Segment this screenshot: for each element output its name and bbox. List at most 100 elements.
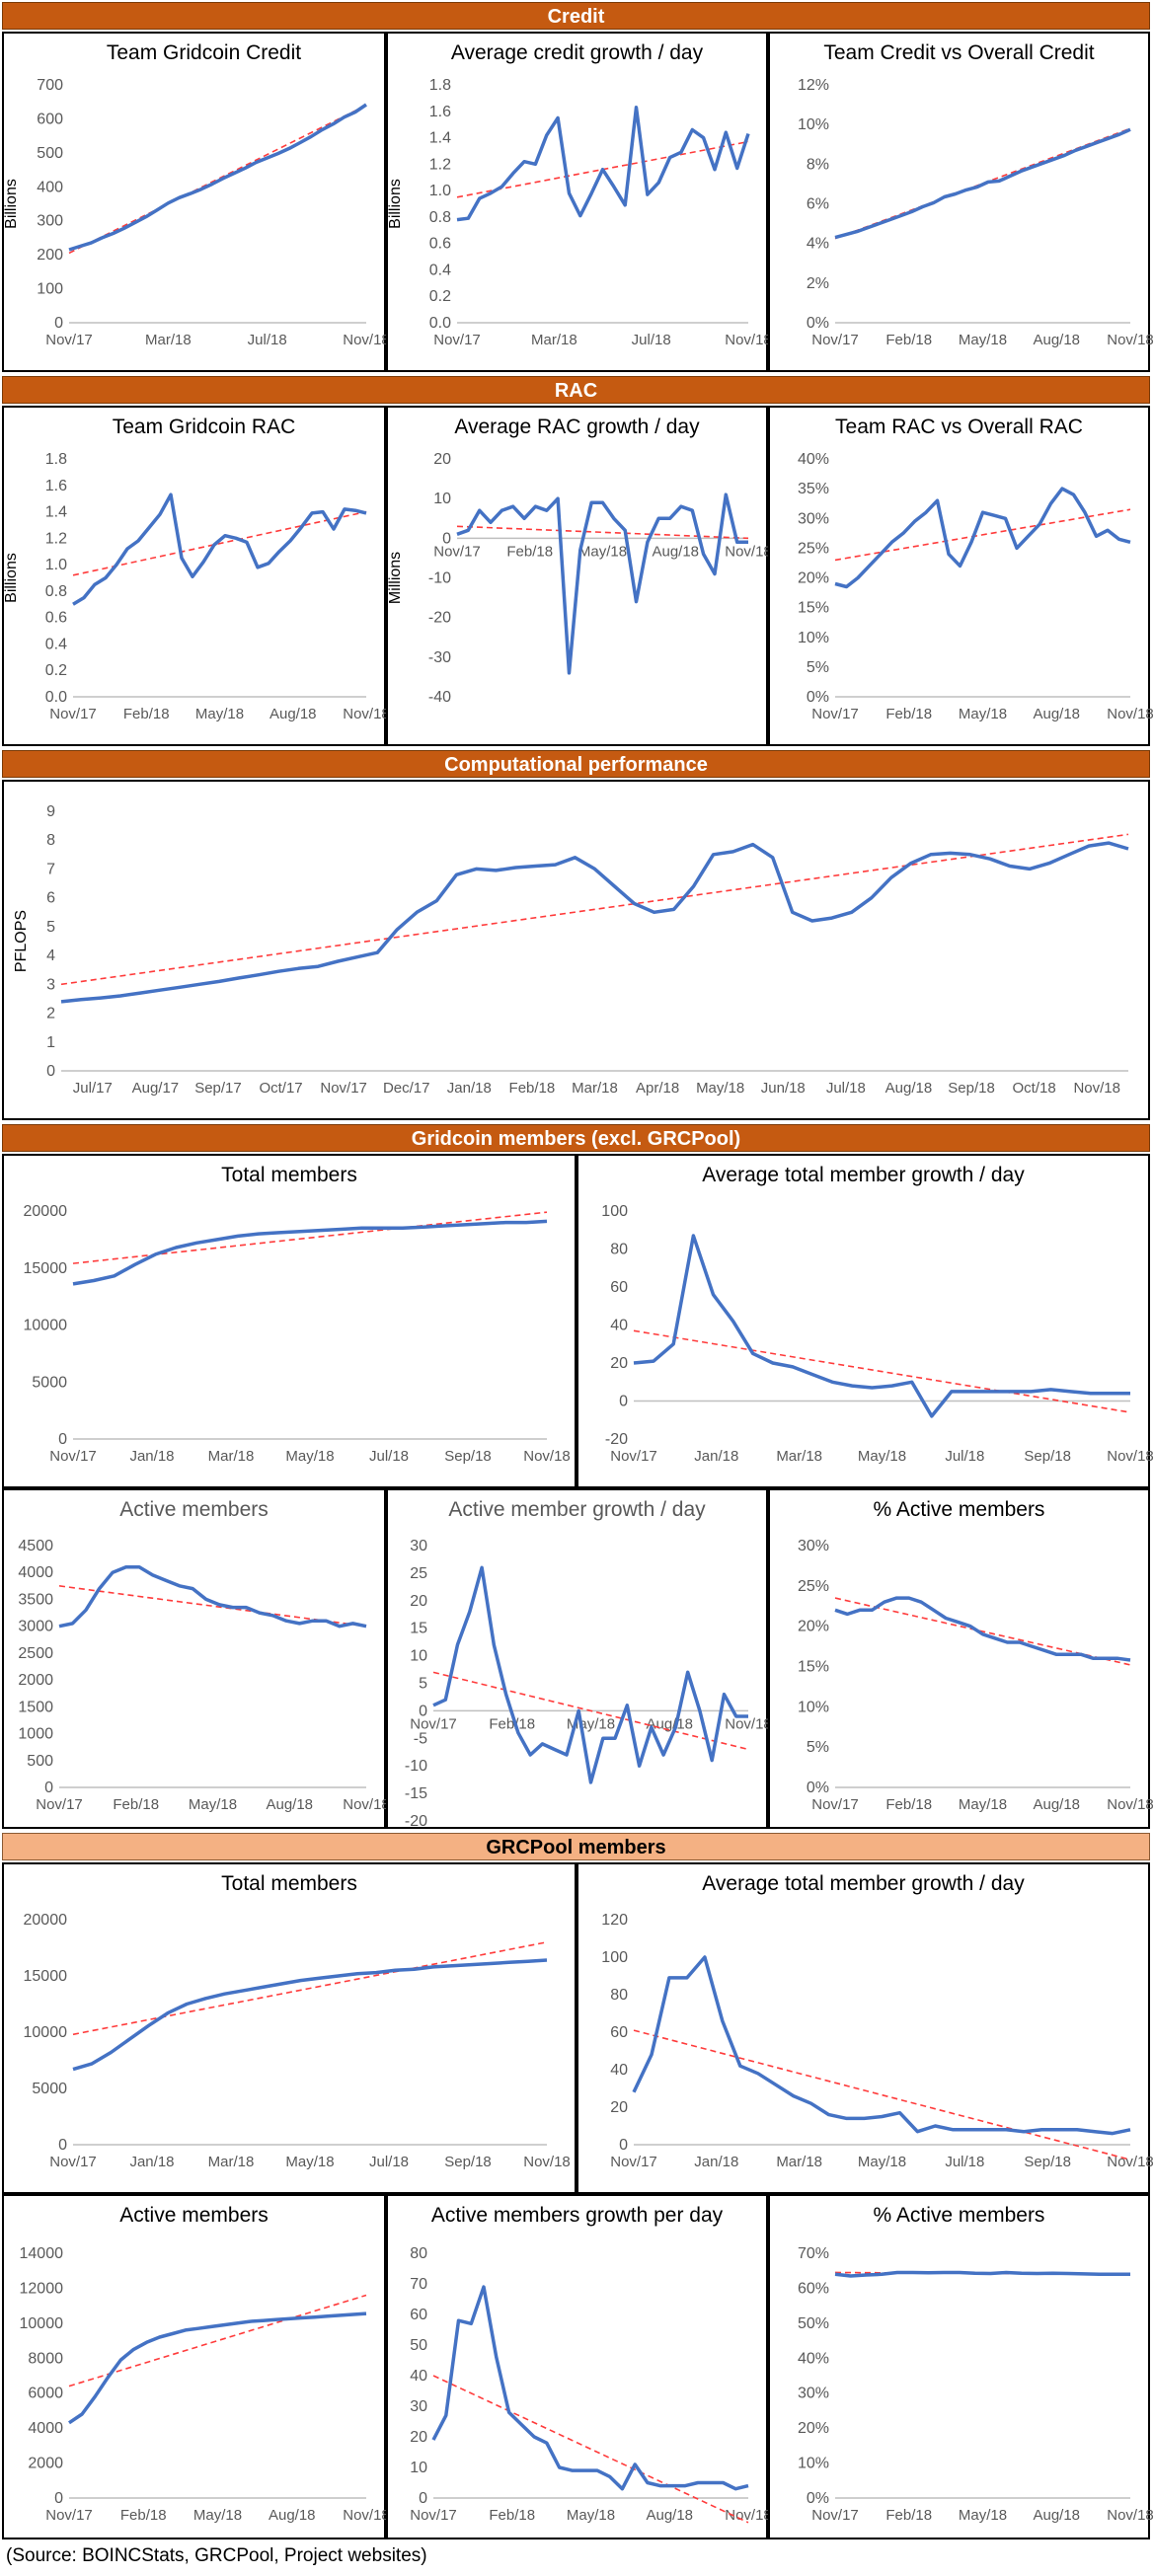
y-tick-label: 0.8 [45,583,67,600]
y-tick-label: 0 [419,2490,427,2507]
chart-svg-c16: Active members growth per day 0 10 20 30 40 50… [410,2204,772,2524]
chart-panel-c7: 0 1 2 3 4 5 6 7 8 9 PFLOPS Jul/17 Aug/17 Sep/17 Oct/17… [2,780,1150,1120]
y-axis-label: Millions [387,552,404,604]
y-tick-label: 10% [798,630,829,646]
y-tick-label: 20 [610,2099,628,2116]
y-tick-label: 1.4 [429,130,451,147]
x-tick-label: Nov/18 [1107,1448,1154,1465]
chart-title: Team Gridcoin Credit [107,41,301,64]
y-tick-label: 1.6 [429,104,451,120]
chart-svg-c13: Total members 0 5000 10000 15000 20000 Nov/17 J… [24,1872,571,2170]
trend-line [432,2375,749,2524]
chart-panel-c11: Active member growth / day -20 -15 -10 -5 0 5 1… [386,1488,772,1830]
y-tick-label: 1.6 [45,478,67,494]
y-tick-label: 0.2 [45,662,67,679]
x-tick-label: Nov/17 [49,1448,97,1465]
x-tick-label: Jul/18 [248,332,287,348]
x-tick-label: Nov/18 [1107,1796,1154,1813]
y-tick-label: 2000 [18,1672,53,1689]
y-tick-label: 5 [419,1676,427,1693]
chart-panel-c4: Team Gridcoin RAC 0.0 0.2 0.4 0.6 0.8 1.0 1.2 1.… [2,406,390,746]
x-tick-label: Mar/18 [208,2154,255,2170]
y-tick-label: 40 [610,2062,628,2079]
chart-svg-c8: Total members 0 5000 10000 15000 20000 Nov/17 J… [24,1164,571,1465]
y-tick-label: 10% [798,1699,829,1715]
x-tick-label: Jan/18 [694,2154,738,2170]
chart-panel-c2: Average credit growth / day 0.0 0.2 0.4 0.6 0… [386,32,772,372]
chart-panel-c10: Active members 0 500 1000 1500 2000 2500 3000 35… [2,1488,390,1829]
y-tick-label: 35% [798,481,829,497]
y-tick-label: -10 [405,1758,427,1775]
x-tick-label: Jul/18 [369,2154,409,2170]
chart-svg-c6: Team RAC vs Overall RAC 0% 5% 10% 15% 20% 25% 3… [798,416,1154,722]
x-tick-label: Feb/18 [509,1080,556,1097]
y-tick-label: 5000 [32,2081,67,2097]
x-tick-label: May/18 [696,1080,744,1097]
x-tick-label: Feb/18 [113,1796,159,1813]
y-tick-label: 30 [410,2398,427,2415]
y-tick-label: 25% [798,540,829,557]
y-tick-label: 2 [46,1006,55,1023]
x-tick-label: Nov/18 [343,2507,390,2524]
y-tick-label: 3 [46,976,55,993]
section-header-computational: Computational performance [2,750,1150,778]
y-tick-label: 4% [807,236,829,253]
x-tick-label: May/18 [578,543,627,560]
chart-svg-c4: Team Gridcoin RAC 0.0 0.2 0.4 0.6 0.8 1.0 1.2 1.… [3,416,390,722]
x-tick-label: Nov/17 [410,2507,457,2524]
y-tick-label: 2500 [18,1645,53,1662]
y-tick-label: 6% [807,196,829,213]
x-tick-label: Jan/18 [129,1448,174,1465]
chart-svg-c1: Team Gridcoin Credit 0 100 200 300 400 500 600 7… [3,41,390,348]
series-line [456,492,748,675]
y-tick-label: 10000 [24,2024,68,2041]
y-tick-label: 30% [798,510,829,527]
y-tick-label: 1.2 [45,530,67,547]
y-tick-label: 6 [46,890,55,907]
x-tick-label: Nov/18 [1107,332,1154,348]
y-tick-label: 0% [807,315,829,332]
x-tick-label: Feb/18 [489,2507,535,2524]
x-tick-label: Jan/18 [694,1448,738,1465]
x-tick-label: Nov/17 [811,706,859,722]
y-tick-label: 0 [54,2490,63,2507]
x-tick-label: Feb/18 [885,706,932,722]
x-tick-label: Nov/17 [610,1448,657,1465]
y-tick-label: -20 [428,610,451,627]
chart-panel-c14: Average total member growth / day 0 20 40 60… [577,1862,1154,2194]
y-tick-label: 20 [610,1355,628,1372]
chart-title: Active members [119,2204,269,2227]
chart-panel-c12: % Active members 0% 5% 10% 15% 20% 25% 30% Nov/1… [768,1488,1154,1829]
x-tick-label: Nov/17 [49,706,97,722]
chart-panel-c17: % Active members 0% 10% 20% 30% 40% 50% 60% 70% N… [768,2194,1154,2539]
x-tick-label: Sep/18 [1024,2154,1071,2170]
trend-line [68,2294,367,2387]
trend-line [456,525,749,540]
y-tick-label: -10 [428,570,451,587]
y-tick-label: 7 [46,861,55,877]
y-tick-label: 500 [27,1753,53,1770]
chart-title: Team Credit vs Overall Credit [823,41,1094,64]
y-tick-label: 60 [610,2024,628,2041]
chart-svg-c12: % Active members 0% 5% 10% 15% 20% 25% 30% Nov/1… [798,1498,1154,1813]
chart-panel-c15: Active members 0 2000 4000 6000 8000 10000 1200… [2,2194,390,2539]
x-tick-label: Aug/18 [1033,706,1080,722]
chart-title: Average RAC growth / day [454,416,700,438]
y-tick-label: 0.8 [429,209,451,226]
chart-svg-c5: Average RAC growth / day -40 -30 -20 -10 0 10 2… [387,416,772,706]
y-tick-label: -5 [414,1730,427,1747]
x-tick-label: May/18 [858,2154,906,2170]
y-tick-label: 100 [601,1203,628,1220]
y-tick-label: 15000 [24,1260,68,1277]
chart-svg-c17: % Active members 0% 10% 20% 30% 40% 50% 60% 70% N… [798,2204,1154,2524]
x-tick-label: May/18 [285,1448,334,1465]
x-tick-label: Mar/18 [572,1080,618,1097]
chart-title: % Active members [874,2204,1045,2227]
x-tick-label: Feb/18 [885,2507,932,2524]
y-tick-label: 0 [44,1780,53,1796]
chart-svg-c11: Active member growth / day -20 -15 -10 -5 0 5 1… [405,1498,772,1830]
series-line [431,2285,749,2491]
x-tick-label: Feb/18 [885,332,932,348]
series-line [72,492,367,606]
y-tick-label: 80 [610,1987,628,2004]
